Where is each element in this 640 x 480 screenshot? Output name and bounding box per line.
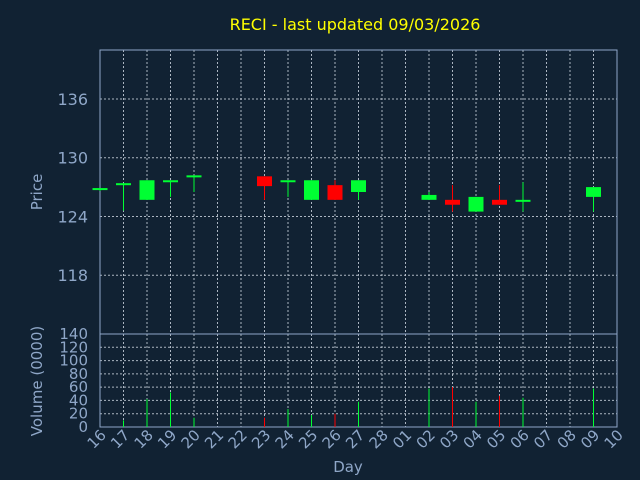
day-tick-label: 18 (131, 426, 157, 452)
price-tick-label: 118 (57, 266, 88, 285)
candle-body (327, 185, 343, 200)
day-tick-label: 05 (483, 426, 509, 452)
volume-tick-label: 60 (69, 378, 88, 396)
day-tick-label: 19 (154, 426, 180, 452)
day-tick-label: 04 (460, 426, 486, 452)
day-tick-label: 23 (248, 426, 274, 452)
volume-tick-label: 80 (69, 365, 88, 383)
price-panel: 118 124 130 136 (57, 49, 618, 335)
day-tick-label: 09 (577, 426, 603, 452)
candle-body (492, 199, 507, 205)
candle-body (116, 183, 131, 186)
price-axis-label: Price (28, 174, 46, 211)
chart-title: RECI - last updated 09/03/2026 (230, 15, 481, 34)
candle-body (468, 196, 484, 212)
day-tick-label: 26 (319, 426, 345, 452)
day-tick-label: 24 (272, 426, 298, 452)
day-tick-label: 25 (295, 426, 321, 452)
volume-tick-label: 0 (78, 418, 88, 436)
volume-tick-label: 140 (59, 325, 88, 343)
day-tick-label: 01 (389, 426, 415, 452)
day-tick-label: 03 (436, 426, 462, 452)
candle-body (445, 199, 460, 205)
day-tick-label: 06 (507, 426, 533, 452)
candle-body (257, 176, 272, 187)
day-tick-label: 22 (225, 426, 251, 452)
price-tick-label: 130 (57, 149, 88, 168)
candle-body (304, 180, 319, 200)
candle-body (163, 180, 178, 183)
volume-axis-label: Volume (0000) (28, 326, 46, 436)
day-tick-label: 10 (601, 426, 627, 452)
volume-tick-label: 100 (59, 352, 88, 370)
candle-body (586, 187, 601, 197)
candle-body (186, 175, 202, 178)
day-tick-label: 28 (366, 426, 392, 452)
volume-panel: 0204060801001201401617181920212223242526… (59, 325, 626, 452)
day-tick-label: 17 (107, 426, 133, 452)
price-tick-label: 136 (57, 90, 88, 109)
day-tick-label: 07 (530, 426, 556, 452)
candle-body (92, 188, 108, 191)
day-tick-label: 20 (178, 426, 204, 452)
volume-tick-label: 120 (59, 338, 88, 356)
candle-body (515, 199, 531, 202)
day-tick-label: 08 (554, 426, 580, 452)
volume-tick-label: 40 (69, 391, 88, 409)
price-tick-label: 124 (57, 207, 88, 226)
candle-body (351, 180, 366, 192)
day-tick-label: 02 (413, 426, 439, 452)
day-tick-label: 21 (201, 426, 227, 452)
candle-body (421, 194, 437, 200)
candle-body (280, 180, 296, 183)
x-axis-label: Day (333, 458, 363, 476)
day-tick-label: 27 (342, 426, 368, 452)
candle-body (139, 180, 155, 200)
volume-tick-label: 20 (69, 405, 88, 423)
